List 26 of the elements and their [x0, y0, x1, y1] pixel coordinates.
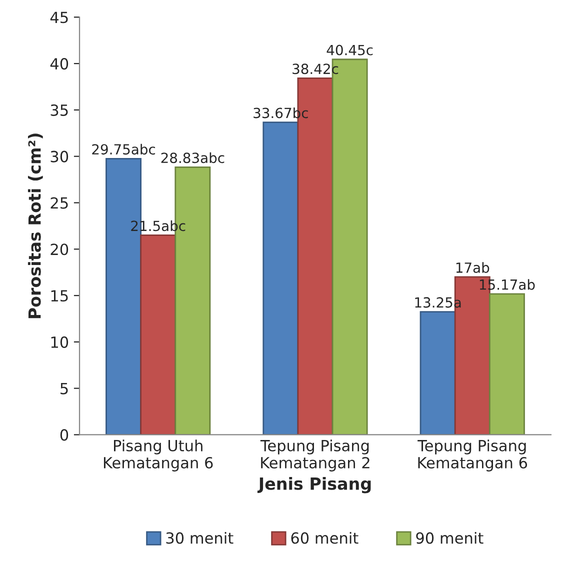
data-label: 17ab [456, 262, 490, 273]
x-tick-label: Tepung Pisang Kematangan 6 [418, 440, 528, 472]
y-tick-label: 35 [50, 104, 68, 116]
legend-label: 60 menit [291, 532, 358, 544]
y-tick-label: 5 [60, 382, 68, 394]
y-tick-label: 15 [51, 290, 68, 302]
x-tick-label: Pisang Utuh Kematangan 6 [104, 440, 213, 472]
y-tick-label: 0 [60, 429, 68, 441]
data-label: 40.45c [326, 44, 373, 56]
y-tick-label: 10 [51, 336, 68, 348]
legend-label: 90 menit [416, 532, 484, 544]
y-tick-label: 30 [50, 150, 68, 162]
bar [488, 293, 525, 435]
x-tick-label: Tepung Pisang Kematangan 2 [260, 440, 370, 472]
bar [262, 122, 299, 435]
bar [420, 311, 456, 435]
y-tick-label: 45 [50, 12, 68, 24]
legend-label: 30 menit [166, 532, 234, 544]
y-tick-label: 40 [50, 58, 68, 70]
data-label: 28.83abc [161, 152, 224, 164]
y-tick-label: 25 [50, 197, 68, 209]
bar [140, 234, 176, 435]
x-axis-title: Jenis Pisang [257, 477, 371, 494]
y-tick-label: 20 [50, 244, 68, 256]
y-axis-title: Porositas Roti (cm²) [28, 134, 43, 318]
data-label: 29.75abc [92, 144, 156, 155]
